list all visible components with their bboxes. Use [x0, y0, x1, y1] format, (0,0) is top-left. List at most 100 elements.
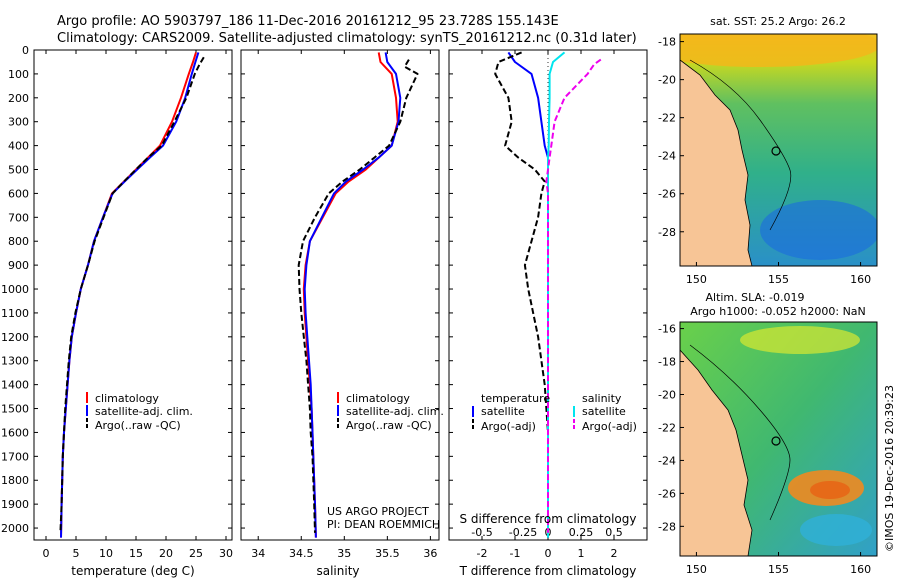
map-y-tick-label: -20	[658, 389, 676, 402]
x-tick-label: 36	[423, 547, 437, 560]
difference-plot: -2 -1 0 1 2-0.5 -0.25 0 0.25 0.5	[449, 49, 647, 560]
series-line-temperature-argo-adj-	[494, 51, 549, 533]
depth-tick-label: 1400	[1, 379, 29, 392]
depth-axis: 0 100 200 300 400 500 600 700 800 900 1000 1100 1200…	[1, 44, 29, 535]
difference-legend: temperature satellite Argo(-adj) salinit…	[472, 392, 637, 433]
legend-label-sal-satellite: satellite	[582, 405, 626, 418]
map-y-tick-label: -18	[658, 356, 676, 369]
x-tick-label: 10	[99, 547, 113, 560]
sst-land	[680, 59, 753, 266]
depth-tick-label: 0	[22, 44, 29, 57]
legend-label-satellite: satellite-adj. clim.	[346, 405, 444, 418]
sla-map-axes: 150 155 160 -16 -18 -20 -22 -24 -26 -28	[658, 323, 871, 576]
sst-contour	[689, 59, 792, 231]
legend-label-temp-argo: Argo(-adj)	[481, 420, 536, 433]
temperature-plot: 0 5 10 15 20 25 30	[34, 49, 233, 560]
sst-map	[680, 34, 877, 266]
map-x-tick-label: 155	[768, 273, 789, 286]
top-tick-label: 0.25	[569, 526, 594, 539]
map-x-tick-label: 155	[768, 563, 789, 576]
x-tick-label: -2	[477, 547, 488, 560]
salinity-panel	[240, 49, 440, 541]
map-y-tick-label: -20	[658, 74, 676, 87]
x-tick-label: 34	[251, 547, 265, 560]
legend-label-argo: Argo(..raw -QC)	[95, 419, 181, 432]
map-y-tick-label: -26	[658, 487, 676, 500]
map-y-tick-label: -28	[658, 520, 676, 533]
sla-land	[680, 349, 753, 556]
series-line-satellite-adj-clim-	[60, 52, 200, 538]
map-y-tick-label: -28	[658, 226, 676, 239]
depth-tick-label: 600	[8, 187, 29, 200]
depth-tick-label: 1500	[1, 403, 29, 416]
series-line-climatology	[60, 52, 197, 538]
top-tick-label: -0.25	[509, 526, 537, 539]
salinity-xlabel: salinity	[316, 564, 359, 578]
sst-map-axes: 150 155 160 -18 -20 -22 -24 -26 -28	[658, 36, 871, 286]
difference-top-label: S difference from climatology	[460, 512, 637, 526]
depth-tick-label: 1000	[1, 283, 29, 296]
legend-label-climatology: climatology	[95, 392, 159, 405]
x-tick-label: 25	[189, 547, 203, 560]
legend-label-temp-satellite: satellite	[481, 405, 525, 418]
x-tick-label: 0	[43, 547, 50, 560]
series-line-climatology	[302, 52, 399, 538]
project-credit: US ARGO PROJECT	[327, 505, 429, 518]
x-tick-label: 15	[129, 547, 143, 560]
map-y-tick-label: -24	[658, 150, 676, 163]
top-tick-label: 0.5	[605, 526, 623, 539]
argo-marker	[771, 146, 781, 156]
depth-tick-label: 1700	[1, 450, 29, 463]
temperature-xlabel: temperature (deg C)	[71, 564, 194, 578]
map-y-tick-label: -26	[658, 188, 676, 201]
sla-map-title1: Altim. SLA: -0.019	[705, 291, 804, 304]
depth-tick-label: 100	[8, 68, 29, 81]
map-y-tick-label: -22	[658, 112, 676, 125]
x-tick-label: 34.5	[289, 547, 314, 560]
depth-tick-label: 500	[8, 164, 29, 177]
series-line-argo-raw-qc-	[59, 56, 205, 533]
depth-tick-label: 200	[8, 92, 29, 105]
map-y-tick-label: -22	[658, 421, 676, 434]
salinity-legend: climatology satellite-adj. clim. Argo(..…	[337, 392, 444, 432]
sst-warm-patch	[680, 34, 877, 67]
x-tick-label: 5	[73, 547, 80, 560]
argo-marker	[771, 436, 781, 446]
x-tick-label: -1	[510, 547, 521, 560]
depth-tick-label: 2000	[1, 522, 29, 535]
depth-tick-label: 800	[8, 235, 29, 248]
legend-label-argo: Argo(..raw -QC)	[346, 419, 432, 432]
legend-label-satellite: satellite-adj. clim.	[95, 405, 193, 418]
series-line-salinity-argo-adj-	[545, 58, 602, 533]
legend-label-climatology: climatology	[346, 392, 410, 405]
imos-credit: ©IMOS 19-Dec-2016 20:39:23	[883, 385, 896, 552]
x-tick-label: 30	[219, 547, 233, 560]
depth-tick-label: 1100	[1, 307, 29, 320]
depth-tick-label: 1900	[1, 498, 29, 511]
sla-contour	[689, 344, 791, 521]
temperature-legend: climatology satellite-adj. clim. Argo(..…	[86, 392, 193, 432]
series-line-satellite-adj-clim-	[303, 52, 402, 538]
x-tick-label: 1	[578, 547, 585, 560]
depth-tick-label: 1600	[1, 426, 29, 439]
header-line2: Climatology: CARS2009. Satellite-adjuste…	[57, 31, 637, 46]
difference-xlabel: T difference from climatology	[459, 564, 637, 578]
x-tick-label: 0	[545, 547, 552, 560]
x-tick-label: 2	[611, 547, 618, 560]
sst-map-title: sat. SST: 25.2 Argo: 26.2	[710, 15, 846, 28]
temperature-panel	[33, 49, 233, 541]
legend-label-sal-argo: Argo(-adj)	[582, 420, 637, 433]
map-x-tick-label: 160	[850, 563, 871, 576]
depth-tick-label: 400	[8, 140, 29, 153]
depth-tick-label: 700	[8, 211, 29, 224]
series-line-temperature-satellite	[507, 51, 549, 538]
sla-map	[680, 322, 877, 556]
map-y-tick-label: -24	[658, 454, 676, 467]
sla-yellow-patch	[740, 326, 860, 354]
map-y-tick-label: -18	[658, 36, 676, 49]
sst-cool-patch	[760, 200, 877, 260]
legend-title-salinity: salinity	[582, 392, 622, 405]
depth-tick-label: 1200	[1, 331, 29, 344]
top-tick-label: -0.5	[471, 526, 492, 539]
sla-high-core	[810, 481, 850, 499]
